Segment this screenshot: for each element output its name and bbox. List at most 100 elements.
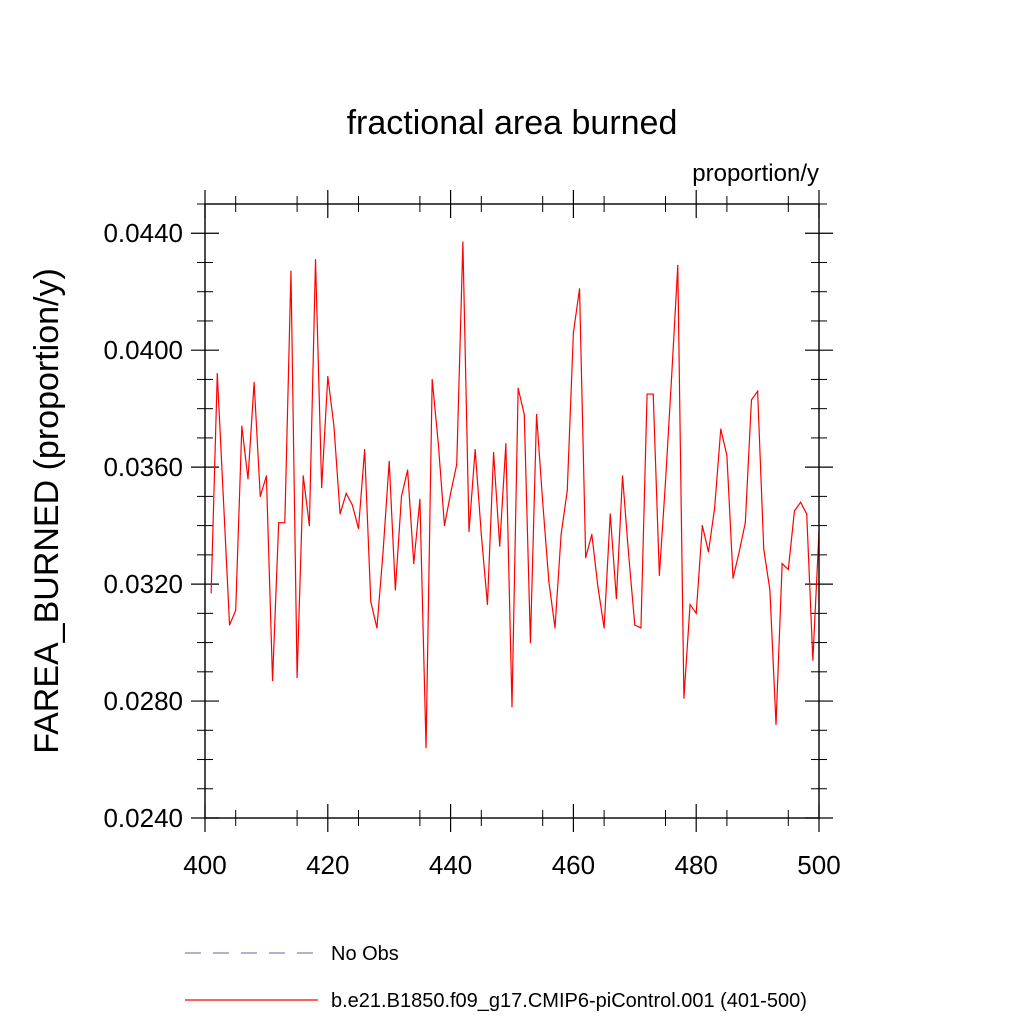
data-point: [431, 378, 433, 381]
y-tick-label: 0.0240: [103, 803, 183, 833]
data-point: [720, 428, 722, 430]
data-point: [333, 425, 335, 427]
data-point: [585, 557, 587, 559]
data-point: [407, 469, 409, 471]
data-point: [351, 504, 353, 506]
data-point: [640, 627, 642, 629]
data-point: [278, 522, 280, 524]
y-tick-label: 0.0280: [103, 686, 183, 716]
data-point: [793, 510, 796, 512]
data-point: [658, 574, 660, 576]
data-point: [308, 525, 310, 527]
x-tick-label: 500: [797, 850, 840, 880]
data-point: [376, 627, 378, 629]
data-point: [486, 603, 489, 606]
data-point: [769, 589, 771, 591]
data-point: [271, 679, 274, 682]
data-point: [474, 449, 476, 451]
data-point: [560, 533, 562, 535]
y-tick-label: 0.0360: [103, 452, 183, 482]
data-point: [222, 498, 225, 500]
data-point: [646, 393, 648, 395]
data-point: [456, 463, 458, 465]
data-point: [621, 475, 624, 477]
data-point: [695, 612, 697, 614]
data-point: [370, 601, 372, 603]
y-tick-label: 0.0440: [103, 218, 183, 248]
data-point: [677, 264, 679, 266]
data-point: [241, 425, 243, 427]
data-point: [419, 498, 421, 500]
data-point: [732, 577, 734, 579]
data-point: [517, 387, 519, 389]
data-point: [425, 747, 427, 749]
data-point: [591, 533, 593, 535]
legend-label: b.e21.B1850.f09_g17.CMIP6-piControl.001 …: [331, 990, 807, 1012]
data-point: [542, 501, 544, 503]
data-point: [499, 545, 501, 547]
data-point: [535, 413, 538, 416]
data-point: [511, 706, 513, 708]
data-point: [714, 507, 716, 509]
data-point: [437, 443, 439, 445]
x-tick-label: 400: [183, 850, 226, 880]
data-point: [413, 563, 415, 565]
data-point: [787, 568, 789, 571]
data-point: [382, 551, 384, 553]
data-point: [750, 399, 753, 401]
data-point: [259, 495, 261, 497]
data-point: [523, 413, 525, 416]
x-tick-label: 440: [429, 850, 472, 880]
data-point: [615, 598, 617, 600]
data-point: [216, 372, 218, 375]
y-tick-label: 0.0400: [103, 335, 183, 365]
data-point: [634, 624, 636, 626]
data-point: [806, 513, 808, 515]
data-point: [290, 270, 292, 272]
data-point: [210, 592, 212, 594]
data-point: [321, 487, 323, 489]
data-point: [265, 475, 267, 477]
data-point: [443, 525, 446, 527]
data-point: [775, 723, 777, 726]
data-series: [210, 241, 820, 749]
data-point: [548, 580, 550, 582]
x-tick-label: 460: [552, 850, 595, 880]
x-tick-label: 480: [675, 850, 718, 880]
data-point: [480, 533, 482, 535]
data-point: [357, 527, 360, 530]
data-point: [394, 589, 396, 591]
data-point: [388, 460, 390, 462]
data-point: [468, 530, 470, 533]
legend: No Obs b.e21.B1850.f09_g17.CMIP6-piContro…: [185, 943, 807, 1012]
data-point: [284, 522, 286, 524]
y-axis-label: FAREA_BURNED (proportion/y): [28, 268, 66, 754]
data-point: [462, 241, 464, 243]
data-point: [781, 563, 783, 565]
data-point: [253, 381, 255, 383]
data-point: [738, 551, 740, 553]
data-point: [609, 513, 611, 515]
data-point: [757, 390, 759, 392]
data-point: [628, 554, 630, 556]
data-point: [652, 393, 654, 395]
data-point: [726, 454, 728, 457]
data-point: [603, 627, 605, 629]
data-point: [572, 332, 575, 334]
series-line: [210, 241, 820, 748]
data-point: [683, 697, 685, 699]
data-point: [235, 609, 237, 612]
data-point: [247, 478, 249, 480]
data-point: [339, 513, 341, 515]
data-point: [364, 449, 366, 451]
data-point: [812, 659, 814, 661]
data-point: [664, 481, 667, 483]
data-point: [744, 522, 746, 524]
data-point: [554, 627, 556, 629]
data-point: [400, 495, 403, 497]
chart-title: fractional area burned: [347, 104, 678, 142]
data-point: [228, 624, 231, 626]
data-point: [707, 551, 710, 553]
data-point: [578, 288, 581, 290]
